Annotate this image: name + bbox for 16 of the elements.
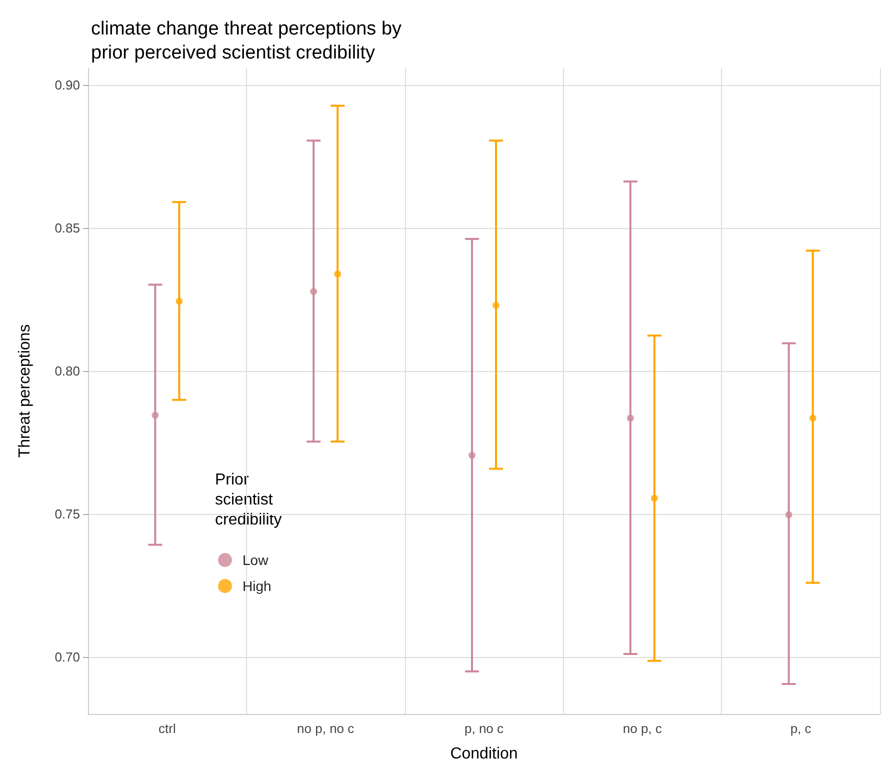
- chart-title: climate change threat perceptions by prior perceived scientist credibility: [91, 18, 402, 64]
- x-tick-label: ctrl: [158, 721, 176, 736]
- x-tick-label: no p, c: [622, 721, 662, 736]
- y-tick-label: 0.80: [54, 363, 80, 378]
- y-tick-label: 0.75: [54, 506, 80, 522]
- x-axis-title: Condition: [450, 746, 518, 762]
- y-tick-label: 0.90: [54, 78, 80, 93]
- y-axis-title: Threat perceptions: [16, 324, 34, 458]
- x-tick-label: p, c: [790, 721, 812, 736]
- legend-label: Low: [242, 552, 270, 568]
- y-tick-label: 0.85: [54, 220, 80, 236]
- x-tick-label: p, no c: [464, 721, 504, 736]
- legend-title: Prior scientist credibility: [215, 472, 282, 528]
- x-tick-label: no p, no c: [297, 721, 355, 736]
- legend-label: High: [242, 578, 272, 594]
- y-tick-label: 0.70: [54, 649, 80, 664]
